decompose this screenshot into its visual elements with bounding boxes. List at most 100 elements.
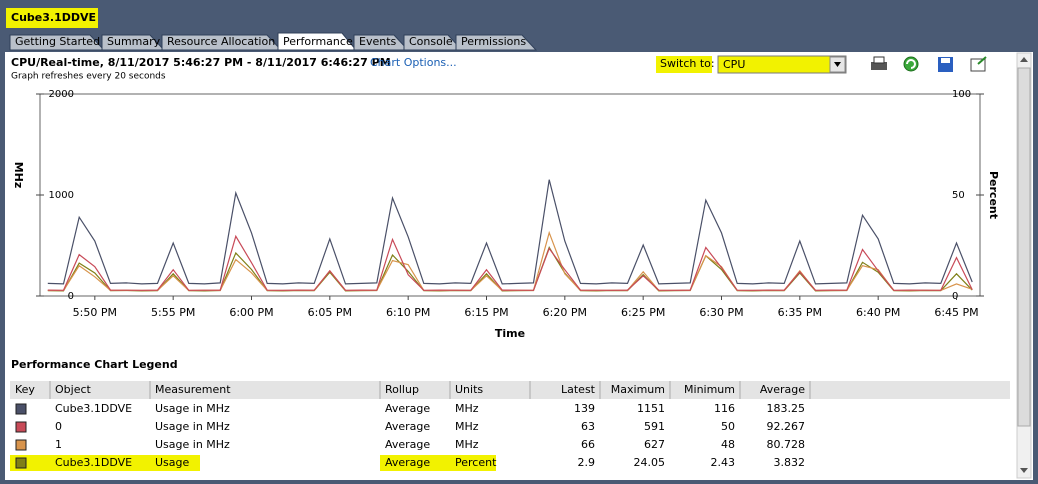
table-cell: 66 (581, 438, 595, 451)
switch-label: Switch to: (660, 57, 715, 70)
legend-swatch (15, 439, 27, 451)
table-cell: 80.728 (767, 438, 806, 451)
x-tick-label: 6:30 PM (699, 306, 743, 319)
column-header: Latest (561, 383, 596, 396)
window-title: Cube3.1DDVE (11, 11, 96, 24)
tab-label: Console (409, 35, 453, 48)
x-tick-label: 5:50 PM (73, 306, 117, 319)
y2-tick-label: 100 (952, 89, 971, 100)
table-cell: 24.05 (634, 456, 666, 469)
title-highlight (6, 8, 98, 28)
column-header: Key (15, 383, 35, 396)
column-header: Maximum (611, 383, 665, 396)
table-cell: MHz (455, 438, 479, 451)
legend-swatch (15, 457, 27, 469)
x-tick-label: 6:00 PM (229, 306, 273, 319)
table-cell: 48 (721, 438, 735, 451)
table-cell: 50 (721, 420, 735, 433)
table-cell: 0 (55, 420, 62, 433)
table-cell: Cube3.1DDVE (55, 456, 132, 469)
table-cell: 627 (644, 438, 665, 451)
tab[interactable] (353, 34, 410, 51)
table-cell: 3.832 (774, 456, 806, 469)
table-cell: MHz (455, 420, 479, 433)
tab-label: Summary (107, 35, 161, 48)
table-cell: Usage in MHz (155, 402, 230, 415)
table-header-bg (10, 381, 1010, 399)
x-axis-label: Time (495, 327, 525, 340)
column-header: Measurement (155, 383, 231, 396)
x-tick-label: 6:20 PM (543, 306, 587, 319)
table-cell: 63 (581, 420, 595, 433)
legend-swatch (15, 403, 27, 415)
tab-label: Performance (283, 35, 353, 48)
table-cell: 183.25 (767, 402, 806, 415)
y-tick-label: 0 (68, 291, 74, 302)
series-line (47, 234, 973, 291)
table-cell: Average (385, 438, 430, 451)
save-icon[interactable] (938, 57, 953, 72)
table-cell: 116 (714, 402, 735, 415)
tab[interactable] (455, 34, 538, 51)
switch-select[interactable] (717, 55, 847, 74)
column-header: Rollup (385, 383, 419, 396)
y2-axis-label: Percent (987, 171, 1000, 219)
table-cell: 139 (574, 402, 595, 415)
table-cell: Usage (155, 456, 190, 469)
plot-area (39, 93, 981, 297)
legend-table: Key Object Measurement Rollup Units Latest Max… (10, 381, 811, 471)
table-cell: 92.267 (767, 420, 806, 433)
chart: 0 1000 2000 0 50 100 5:50 PM 5:55 PM 6:00 PM 6:05… (12, 89, 1000, 340)
switch-value: CPU (723, 58, 745, 71)
scrollbar[interactable] (1016, 52, 1032, 479)
x-tick-label: 6:45 PM (934, 306, 978, 319)
column-header: Minimum (684, 383, 735, 396)
tab[interactable] (101, 34, 166, 51)
table-cell: Usage in MHz (155, 438, 230, 451)
table-cell: Average (385, 420, 430, 433)
table-cell: MHz (455, 402, 479, 415)
refresh-note: Graph refreshes every 20 seconds (11, 72, 166, 82)
tab-label: Resource Allocation (167, 35, 275, 48)
x-tick-label: 6:25 PM (621, 306, 665, 319)
row-highlight (10, 455, 200, 471)
tab-label: Events (359, 35, 397, 48)
table-cell: Average (385, 402, 430, 415)
tab[interactable] (9, 34, 106, 51)
table-cell: 2.9 (578, 456, 596, 469)
y-axis-label: MHz (12, 162, 25, 189)
x-tick-label: 5:55 PM (151, 306, 195, 319)
table-cell: Percent (455, 456, 497, 469)
print-icon[interactable] (871, 56, 887, 70)
switch-highlight (656, 56, 712, 73)
y-tick-label: 2000 (49, 89, 74, 100)
y2-tick-label: 50 (952, 190, 965, 201)
chart-header: CPU/Real-time, 8/11/2017 5:46:27 PM - 8/… (11, 56, 391, 69)
tab[interactable] (277, 32, 358, 51)
tab-label: Permissions (461, 35, 526, 48)
select-arrow (834, 62, 841, 67)
y2-tick-label: 0 (952, 291, 958, 302)
column-header: Object (55, 383, 92, 396)
tab[interactable] (161, 34, 283, 51)
row-highlight (380, 455, 496, 471)
tab-label: Getting Started (15, 35, 100, 48)
x-tick-label: 6:05 PM (308, 306, 352, 319)
table-cell: 1151 (637, 402, 665, 415)
export-icon[interactable] (970, 56, 987, 72)
table-cell: Average (385, 456, 430, 469)
legend-swatch (15, 421, 27, 433)
x-tick-label: 6:35 PM (778, 306, 822, 319)
x-tick-label: 6:10 PM (386, 306, 430, 319)
table-cell: Usage in MHz (155, 420, 230, 433)
chart-options-link[interactable]: Chart Options... (370, 56, 457, 69)
table-cell: 1 (55, 438, 62, 451)
x-tick-label: 6:40 PM (856, 306, 900, 319)
tab[interactable] (403, 34, 464, 51)
column-header: Average (760, 383, 805, 396)
y-tick-label: 1000 (49, 190, 74, 201)
refresh-icon[interactable] (903, 56, 919, 72)
series-line (47, 179, 973, 285)
